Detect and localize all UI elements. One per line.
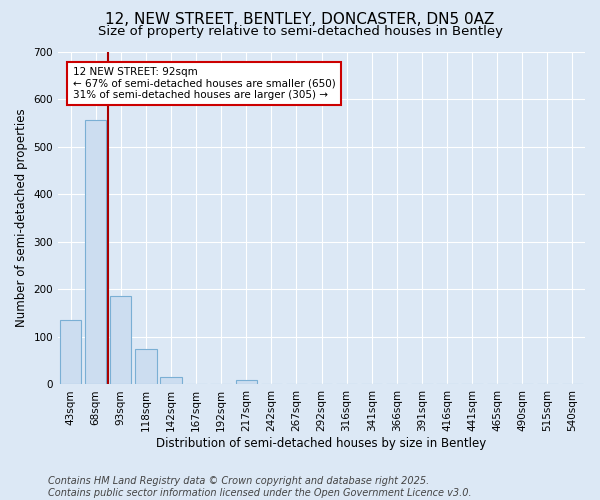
Text: Size of property relative to semi-detached houses in Bentley: Size of property relative to semi-detach… [97, 25, 503, 38]
X-axis label: Distribution of semi-detached houses by size in Bentley: Distribution of semi-detached houses by … [157, 437, 487, 450]
Bar [160, 378, 182, 384]
Bar [60, 320, 81, 384]
Bar [110, 296, 131, 384]
Y-axis label: Number of semi-detached properties: Number of semi-detached properties [15, 108, 28, 328]
Text: Contains HM Land Registry data © Crown copyright and database right 2025.
Contai: Contains HM Land Registry data © Crown c… [48, 476, 472, 498]
Text: 12, NEW STREET, BENTLEY, DONCASTER, DN5 0AZ: 12, NEW STREET, BENTLEY, DONCASTER, DN5 … [106, 12, 494, 28]
Bar [85, 120, 106, 384]
Bar [135, 349, 157, 384]
Text: 12 NEW STREET: 92sqm
← 67% of semi-detached houses are smaller (650)
31% of semi: 12 NEW STREET: 92sqm ← 67% of semi-detac… [73, 66, 335, 100]
Bar [236, 380, 257, 384]
